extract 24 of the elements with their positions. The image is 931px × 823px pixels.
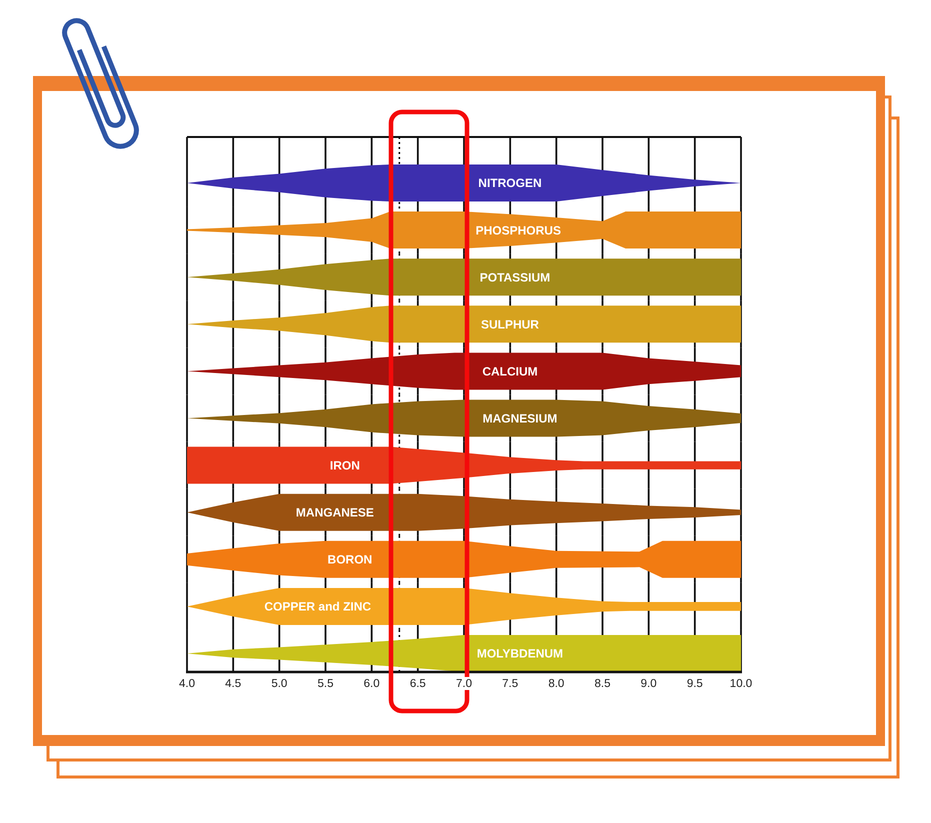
x-tick-label: 8.0 [548, 678, 564, 690]
series-label: POTASSIUM [480, 270, 550, 284]
series-label: MOLYBDENUM [476, 646, 564, 661]
series-label: COPPER and ZINC [264, 600, 372, 614]
x-tick-label: 7.5 [502, 678, 518, 690]
series-label: CALCIUM [482, 364, 538, 378]
x-tick-label: 4.5 [225, 678, 242, 690]
series-label: BORON [328, 552, 372, 567]
x-tick-label: 10.0 [730, 678, 752, 690]
series-label: MAGNESIUM [482, 411, 558, 426]
x-tick-label: 9.0 [640, 678, 657, 690]
series-label: IRON [330, 458, 360, 472]
series-label: MANGANESE [296, 506, 374, 520]
series-label: NITROGEN [478, 176, 542, 190]
x-tick-label: 5.5 [318, 678, 334, 690]
x-tick-label: 9.5 [686, 678, 703, 690]
series-label: SULPHUR [480, 317, 540, 332]
x-tick-label: 5.0 [271, 678, 288, 690]
x-tick-label: 7.0 [456, 678, 472, 690]
x-tick-label: 6.5 [410, 678, 426, 690]
x-tick-label: 6.0 [364, 678, 380, 690]
series-label: PHOSPHORUS [476, 223, 561, 238]
x-tick-label: 4.0 [179, 678, 195, 690]
x-tick-label: 8.5 [594, 678, 610, 690]
